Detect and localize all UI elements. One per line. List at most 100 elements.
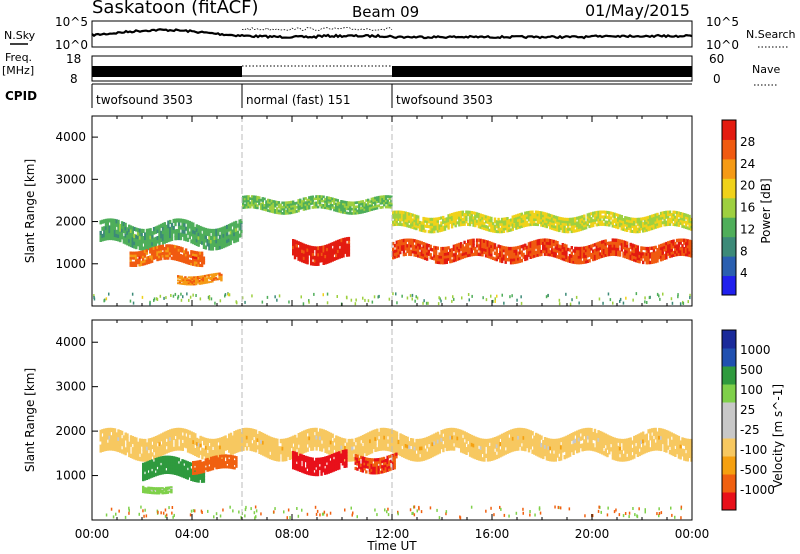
heatmap-cell <box>545 445 549 450</box>
heatmap-cell <box>404 454 408 459</box>
heatmap-cell <box>213 449 217 455</box>
heatmap-cell <box>633 255 636 259</box>
heatmap-cell <box>188 445 192 450</box>
heatmap-cell <box>327 259 331 264</box>
heatmap-cell <box>406 246 409 251</box>
heatmap-cell <box>411 238 414 243</box>
heatmap-cell <box>192 240 195 245</box>
heatmap-cell <box>643 246 647 251</box>
heatmap-cell <box>629 224 632 228</box>
heatmap-cell <box>654 220 657 224</box>
heatmap-cell <box>208 235 211 240</box>
heatmap-cell <box>629 222 632 226</box>
heatmap-cell <box>511 249 514 253</box>
heatmap-cell <box>178 446 181 451</box>
heatmap-cell <box>205 277 209 280</box>
heatmap-cell <box>327 442 331 448</box>
heatmap-cell <box>297 250 300 255</box>
heatmap-cell <box>210 446 213 451</box>
heatmap-cell <box>470 238 473 243</box>
heatmap-cell <box>313 259 316 263</box>
heatmap-cell <box>629 251 632 255</box>
heatmap-cell <box>683 252 686 257</box>
heatmap-cell <box>290 205 293 208</box>
heatmap-cell <box>144 442 147 447</box>
heatmap-cell <box>665 253 668 257</box>
heatmap-cell <box>399 213 402 217</box>
heatmap-cell <box>484 217 488 221</box>
heatmap-cell <box>309 202 313 205</box>
heatmap-cell <box>550 253 554 257</box>
heatmap-cell <box>404 223 407 227</box>
heatmap-cell <box>679 238 682 242</box>
heatmap-cell <box>613 456 616 461</box>
heatmap-cell <box>374 440 377 445</box>
heatmap-cell <box>326 247 329 252</box>
heatmap-cell <box>249 197 252 200</box>
heatmap-cell <box>388 201 391 205</box>
heatmap-cell <box>679 241 682 245</box>
heatmap-cell <box>515 216 518 220</box>
heatmap-cell <box>158 231 161 236</box>
heatmap-cell <box>454 221 457 225</box>
heatmap-cell <box>372 429 375 435</box>
heatmap-cell <box>124 436 127 441</box>
heatmap-cell <box>542 443 545 448</box>
heatmap-cell <box>647 252 650 256</box>
heatmap-cell <box>499 253 502 257</box>
heatmap-cell <box>179 435 183 440</box>
noise-sky-trace <box>91 28 693 40</box>
heatmap-cell <box>226 224 229 229</box>
heatmap-cell <box>602 215 606 219</box>
heatmap-cell <box>565 252 568 257</box>
heatmap-cell <box>531 222 534 226</box>
heatmap-cell <box>522 255 525 259</box>
heatmap-cell <box>501 293 503 297</box>
heatmap-cell <box>385 428 388 433</box>
heatmap-cell <box>191 280 194 283</box>
heatmap-cell <box>297 241 300 245</box>
heatmap-cell <box>468 437 472 442</box>
heatmap-cell <box>281 438 284 444</box>
heatmap-cell <box>583 217 586 221</box>
heatmap-cell <box>206 442 209 447</box>
heatmap-cell <box>475 244 479 248</box>
heatmap-cell <box>183 219 186 224</box>
heatmap-cell <box>622 254 625 258</box>
heatmap-cell <box>263 444 267 450</box>
heatmap-cell <box>154 447 158 452</box>
heatmap-cell <box>196 277 200 280</box>
heatmap-cell <box>606 250 609 254</box>
heatmap-cell <box>184 277 187 280</box>
heatmap-cell <box>504 227 507 231</box>
heatmap-cell <box>504 217 507 221</box>
heatmap-cell <box>601 431 604 436</box>
heatmap-cell <box>513 439 516 444</box>
heatmap-cell <box>137 441 140 446</box>
heatmap-cell <box>242 439 245 444</box>
heatmap-cell <box>170 229 174 234</box>
heatmap-cell <box>281 212 284 215</box>
heatmap-cell <box>445 260 448 264</box>
heatmap-cell <box>345 207 348 211</box>
heatmap-cell <box>406 444 409 449</box>
heatmap-cell <box>406 219 409 223</box>
heatmap-cell <box>208 453 211 458</box>
heatmap-cell <box>604 253 607 257</box>
heatmap-cell <box>143 259 147 263</box>
heatmap-cell <box>499 227 502 231</box>
heatmap-cell <box>149 300 151 304</box>
heatmap-cell <box>404 247 407 251</box>
heatmap-cell <box>517 251 520 255</box>
heatmap-cell <box>211 243 215 248</box>
heatmap-cell <box>609 221 613 225</box>
heatmap-cell <box>122 446 126 451</box>
heatmap-cell <box>119 227 122 232</box>
heatmap-cell <box>547 293 549 297</box>
heatmap-cell <box>360 450 363 455</box>
heatmap-cell <box>179 427 183 433</box>
heatmap-cell <box>558 226 561 230</box>
heatmap-cell <box>251 447 254 452</box>
heatmap-cell <box>193 260 197 264</box>
heatmap-cell <box>608 247 611 251</box>
